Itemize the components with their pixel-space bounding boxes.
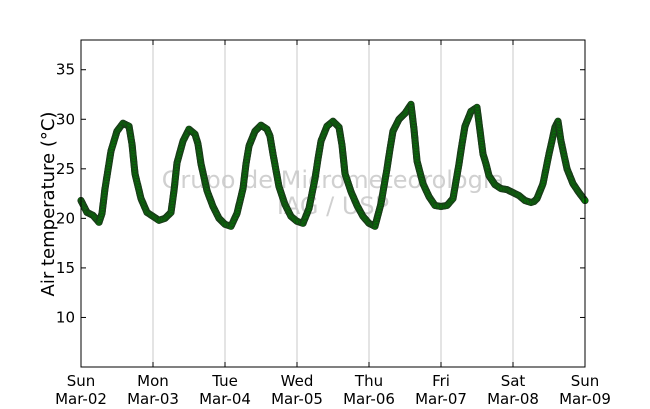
x-tick-day: Wed bbox=[281, 372, 314, 390]
x-tick-day: Thu bbox=[354, 372, 383, 390]
y-tick-label: 15 bbox=[56, 259, 75, 277]
y-tick-label: 30 bbox=[56, 110, 75, 128]
y-tick-label: 35 bbox=[56, 61, 75, 79]
x-tick-date: Mar-07 bbox=[415, 390, 467, 408]
watermark: Grupo de Micrometeorologia IAG / USP bbox=[162, 166, 504, 220]
x-tick-day: Sun bbox=[67, 372, 96, 390]
y-tick-label: 10 bbox=[56, 308, 75, 326]
x-tick-day: Mon bbox=[137, 372, 169, 390]
x-tick-date: Mar-02 bbox=[55, 390, 107, 408]
x-tick-date: Mar-03 bbox=[127, 390, 179, 408]
y-tick-label: 20 bbox=[56, 209, 75, 227]
x-tick-date: Mar-05 bbox=[271, 390, 323, 408]
y-tick-label: 25 bbox=[56, 160, 75, 178]
x-tick-date: Mar-04 bbox=[199, 390, 251, 408]
x-tick-day: Sun bbox=[571, 372, 600, 390]
x-tick-date: Mar-09 bbox=[559, 390, 611, 408]
x-tick-day: Sat bbox=[501, 372, 526, 390]
plot-frame bbox=[80, 39, 586, 368]
x-tick-date: Mar-06 bbox=[343, 390, 395, 408]
y-axis-label: Air temperature (°C) bbox=[38, 112, 59, 297]
y-axis: 10 15 20 25 30 35 bbox=[56, 61, 585, 326]
x-tick-day: Tue bbox=[211, 372, 238, 390]
x-tick-date: Mar-08 bbox=[487, 390, 539, 408]
watermark-line-1: Grupo de Micrometeorologia bbox=[162, 166, 504, 194]
series-points bbox=[77, 100, 589, 230]
watermark-line-2: IAG / USP bbox=[277, 192, 389, 220]
x-axis: SunMar-02MonMar-03TueMar-04WedMar-05ThuM… bbox=[55, 40, 611, 408]
x-tick-day: Fri bbox=[432, 372, 450, 390]
